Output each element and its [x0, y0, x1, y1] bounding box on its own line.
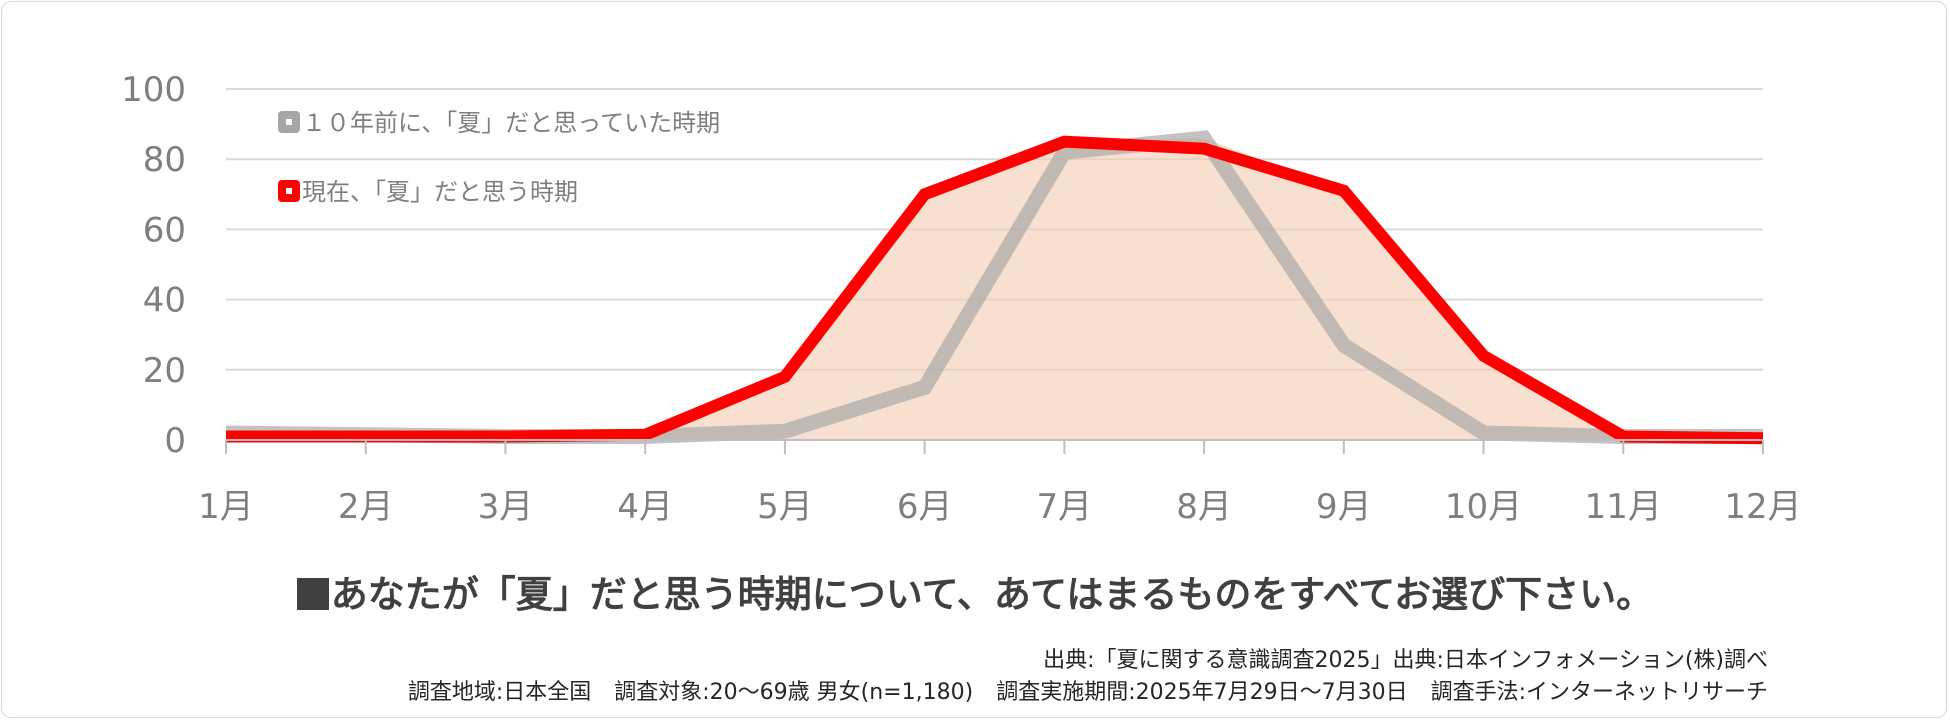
data-point-s1-8: [1203, 137, 1205, 139]
data-point-s1-5: [784, 430, 786, 432]
x-tick-label-9: 9月: [1316, 487, 1372, 527]
data-point-s2-9: [1343, 190, 1345, 192]
y-tick-label-60: 60: [143, 210, 186, 250]
data-point-s2-4: [644, 434, 646, 436]
source-note: 出典:「夏に関する意識調査2025」出典:日本インフォメーション(株)調べ: [1043, 648, 1768, 673]
survey-method: 調査手法:インターネットリサーチ: [1430, 680, 1768, 705]
x-tick-label-2: 2月: [338, 487, 394, 527]
legend-label-2: 現在、「夏」だと思う時期: [302, 178, 578, 206]
data-point-s2-6: [924, 193, 926, 195]
x-tick-label-5: 5月: [757, 487, 813, 527]
data-point-s2-1: [225, 435, 227, 437]
y-tick-label-80: 80: [143, 140, 186, 180]
legend-marker-center-2: [286, 188, 292, 194]
x-tick-label-3: 3月: [478, 487, 534, 527]
data-point-s1-9: [1343, 344, 1345, 346]
x-tick-label-10: 10月: [1445, 487, 1522, 527]
data-point-s2-5: [784, 376, 786, 378]
data-point-s2-10: [1483, 355, 1485, 357]
survey-question: あなたが「夏」だと思う時期について、あてはまるものをすべてお選び下さい。: [0, 564, 1950, 618]
data-point-s2-7: [1063, 141, 1065, 143]
legend-label-1: １０年前に、「夏」だと思っていた時期: [302, 109, 720, 137]
summer-period-chart: 0 20 40 60 80 100 1月 2月 3月 4月 5月 6月 7月 8月 9月 10月 11月 12月 １…: [121, 70, 1802, 527]
x-tick-label-4: 4月: [617, 487, 673, 527]
y-tick-label-20: 20: [143, 351, 186, 391]
square-bullet-icon: [296, 578, 329, 610]
data-point-s1-7: [1063, 151, 1065, 153]
data-point-s2-2: [365, 435, 367, 437]
survey-meta: 調査地域:日本全国 調査対象:20～69歳 男女(n=1,180) 調査実施期間…: [408, 674, 1768, 706]
survey-period: 調査実施期間:2025年7月29日～7月30日: [996, 680, 1408, 705]
x-tick-label-1: 1月: [198, 487, 254, 527]
survey-region: 調査地域:日本全国: [407, 680, 592, 705]
x-tick-label-6: 6月: [897, 487, 953, 527]
legend-marker-center-1: [286, 119, 292, 125]
data-point-s1-10: [1483, 432, 1485, 434]
y-tick-label-0: 0: [164, 421, 186, 461]
y-tick-label-100: 100: [121, 70, 186, 110]
y-tick-label-40: 40: [143, 281, 186, 321]
survey-question-text: あなたが「夏」だと思う時期について、あてはまるものをすべてお選び下さい。: [330, 573, 1654, 616]
data-point-s2-8: [1203, 148, 1205, 150]
data-point-s2-11: [1622, 435, 1624, 437]
x-tick-label-7: 7月: [1037, 487, 1093, 527]
survey-target: 調査対象:20～69歳 男女(n=1,180): [614, 680, 974, 705]
data-point-s1-6: [924, 386, 926, 388]
data-point-s2-12: [1762, 437, 1764, 439]
x-tick-label-12: 12月: [1724, 487, 1801, 527]
series-line-2: [226, 135, 1764, 445]
x-tick-label-8: 8月: [1176, 487, 1232, 527]
x-tick-label-11: 11月: [1585, 487, 1662, 527]
data-point-s2-3: [504, 435, 506, 437]
